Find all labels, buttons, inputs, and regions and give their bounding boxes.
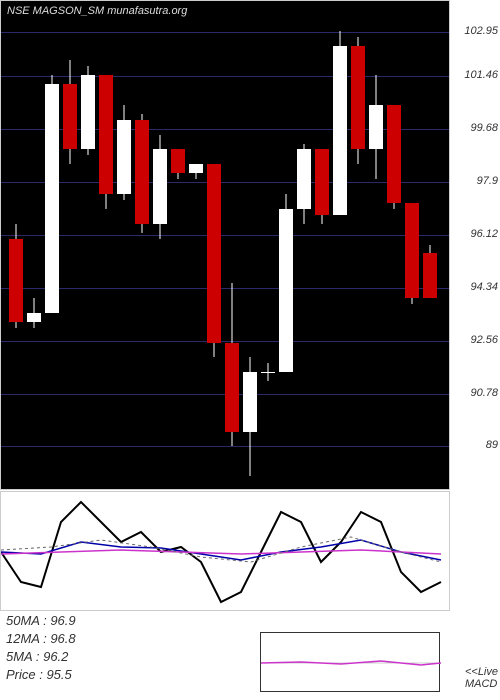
candle[interactable] — [117, 1, 131, 491]
indicator-line-ma_magenta — [1, 550, 441, 554]
inset-lines — [261, 633, 441, 693]
candle-body — [117, 120, 131, 194]
candle-body — [207, 164, 221, 342]
candle[interactable] — [9, 1, 23, 491]
ma50-text: 50MA : 96.9 — [0, 612, 500, 630]
chart-title: NSE MAGSON_SM munafasutra.org — [7, 5, 187, 17]
candle[interactable] — [189, 1, 203, 491]
candle-body — [243, 372, 257, 431]
indicator-lines — [1, 492, 451, 612]
candle-body — [297, 149, 311, 208]
candle[interactable] — [207, 1, 221, 491]
y-tick-label: 97.9 — [477, 175, 498, 187]
candle-body — [153, 149, 167, 223]
candle-body — [27, 313, 41, 322]
candle-body — [171, 149, 185, 173]
y-tick-label: 90.78 — [470, 387, 498, 399]
candle-body — [279, 209, 293, 372]
candle-body — [99, 75, 113, 194]
y-tick-label: 101.46 — [464, 69, 498, 81]
candle[interactable] — [171, 1, 185, 491]
candle[interactable] — [333, 1, 347, 491]
candle[interactable] — [243, 1, 257, 491]
candle[interactable] — [315, 1, 329, 491]
candle[interactable] — [423, 1, 437, 491]
macd-label: <<LiveMACD — [465, 666, 498, 690]
candle[interactable] — [153, 1, 167, 491]
macd-inset — [260, 632, 440, 692]
candle-body — [423, 253, 437, 298]
candle-body — [45, 84, 59, 313]
y-tick-label: 102.95 — [464, 25, 498, 37]
candle[interactable] — [63, 1, 77, 491]
candle-body — [405, 203, 419, 298]
candle-body — [387, 105, 401, 203]
candle[interactable] — [45, 1, 59, 491]
y-tick-label: 94.34 — [470, 281, 498, 293]
candle-body — [369, 105, 383, 150]
candle-body — [81, 75, 95, 149]
info-panel: 50MA : 96.9 12MA : 96.8 5MA : 96.2 Price… — [0, 612, 500, 700]
candle[interactable] — [387, 1, 401, 491]
candle[interactable] — [99, 1, 113, 491]
candle[interactable] — [225, 1, 239, 491]
candle[interactable] — [27, 1, 41, 491]
candle-body — [351, 46, 365, 150]
candle-body — [333, 46, 347, 215]
candle-body — [261, 372, 275, 373]
y-tick-label: 96.12 — [470, 228, 498, 240]
candle-body — [135, 120, 149, 224]
y-tick-label: 92.56 — [470, 334, 498, 346]
candle[interactable] — [279, 1, 293, 491]
candle[interactable] — [351, 1, 365, 491]
candle-body — [189, 164, 203, 173]
candle[interactable] — [297, 1, 311, 491]
indicator-line-dashed — [1, 537, 441, 562]
candle-body — [63, 84, 77, 149]
y-axis: 89 90.78 92.56 94.34 96.12 97.9 99.68 101.46 102… — [450, 0, 500, 490]
candle[interactable] — [369, 1, 383, 491]
candle[interactable] — [405, 1, 419, 491]
candle-body — [315, 149, 329, 214]
y-tick-label: 99.68 — [470, 122, 498, 134]
candle[interactable] — [261, 1, 275, 491]
macd-panel[interactable] — [0, 491, 450, 611]
candle[interactable] — [135, 1, 149, 491]
chart-container: NSE MAGSON_SM munafasutra.org 89 90.78 92.… — [0, 0, 500, 700]
y-tick-label: 89 — [486, 439, 498, 451]
candle-body — [225, 343, 239, 432]
candlestick-panel[interactable]: NSE MAGSON_SM munafasutra.org — [0, 0, 450, 490]
candle-body — [9, 239, 23, 322]
candle[interactable] — [81, 1, 95, 491]
